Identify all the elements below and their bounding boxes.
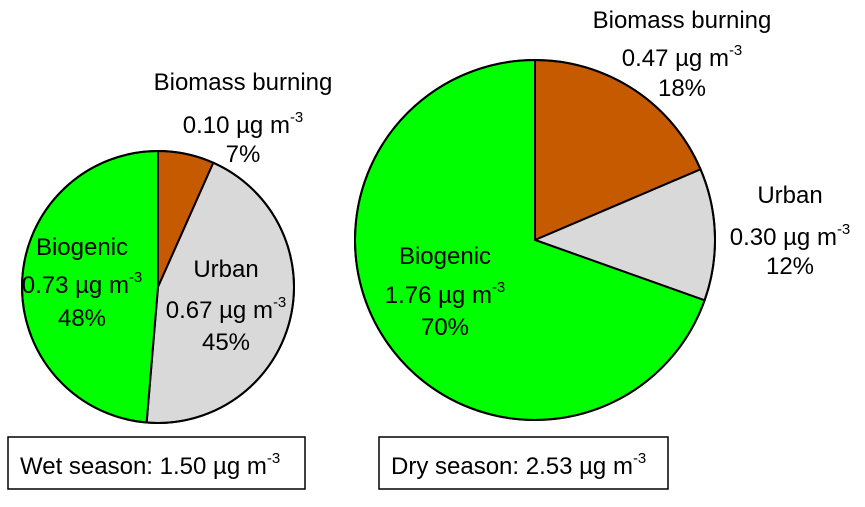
slice-label-biomass-burning-value-text: 0.10 µg m — [183, 112, 290, 139]
slice-label-biogenic-value-text: 0.73 µg m — [22, 272, 129, 299]
slice-label-biomass-burning-percent-text: 7% — [226, 141, 261, 168]
slice-label-urban-value: 0.30 µg m-3 — [730, 221, 851, 251]
season-total-label-text: Wet season: 1.50 µg m — [20, 453, 267, 480]
slice-label-biomass-burning-name: Biomass burning — [593, 7, 772, 34]
season-total-label-exponent: -3 — [267, 450, 280, 467]
slice-label-urban-name-text: Urban — [757, 182, 822, 209]
slice-label-biomass-burning-name-text: Biomass burning — [593, 7, 772, 34]
slice-label-urban-percent-text: 45% — [202, 329, 250, 356]
slice-label-biogenic-name-text: Biogenic — [36, 234, 128, 261]
slice-label-biogenic-name-text: Biogenic — [399, 243, 491, 270]
slice-label-urban-percent-text: 12% — [766, 253, 814, 280]
slice-label-biomass-burning-value: 0.10 µg m-3 — [183, 109, 304, 139]
slice-label-biogenic-value: 1.76 µg m-3 — [385, 279, 506, 309]
slice-label-urban-name-text: Urban — [193, 256, 258, 283]
slice-label-biomass-burning-name-text: Biomass burning — [154, 69, 333, 96]
slice-label-biomass-burning-percent-text: 18% — [658, 75, 706, 102]
slice-label-urban-percent: 45% — [202, 329, 250, 356]
slice-label-biomass-burning-percent: 7% — [226, 141, 261, 168]
slice-label-biomass-burning-value-exponent: -3 — [729, 42, 742, 59]
slice-label-biomass-burning-name: Biomass burning — [154, 69, 333, 96]
slice-label-urban-percent: 12% — [766, 253, 814, 280]
slice-label-biogenic-percent-text: 48% — [58, 305, 106, 332]
slice-label-urban-value-text: 0.30 µg m — [730, 224, 837, 251]
slice-label-biomass-burning-percent: 18% — [658, 75, 706, 102]
season-total-label: Wet season: 1.50 µg m-3 — [20, 450, 280, 480]
season-total-label-exponent: -3 — [633, 450, 646, 467]
slice-label-biogenic-value: 0.73 µg m-3 — [22, 269, 143, 299]
pie-outline — [354, 59, 716, 421]
slice-label-biogenic-percent: 70% — [421, 314, 469, 341]
season-total-box — [7, 436, 306, 490]
slice-label-biomass-burning-value-exponent: -3 — [290, 109, 303, 126]
slice-label-biogenic-percent-text: 70% — [421, 314, 469, 341]
season-total-label-text: Dry season: 2.53 µg m — [391, 453, 633, 480]
slice-label-biogenic-value-exponent: -3 — [129, 269, 142, 286]
slice-label-urban-value: 0.67 µg m-3 — [166, 294, 287, 324]
slice-label-urban-name: Urban — [193, 256, 258, 283]
season-total-label: Dry season: 2.53 µg m-3 — [391, 450, 646, 480]
season-total-box — [378, 436, 669, 490]
pie-outline — [21, 150, 295, 424]
slice-label-urban-value-exponent: -3 — [273, 294, 286, 311]
slice-label-urban-value-exponent: -3 — [837, 221, 850, 238]
slice-label-biomass-burning-value: 0.47 µg m-3 — [622, 42, 743, 72]
slice-label-biogenic-percent: 48% — [58, 305, 106, 332]
slice-label-biogenic-name: Biogenic — [36, 234, 128, 261]
slice-label-biogenic-value-text: 1.76 µg m — [385, 282, 492, 309]
slice-label-biogenic-name: Biogenic — [399, 243, 491, 270]
slice-label-biomass-burning-value-text: 0.47 µg m — [622, 45, 729, 72]
slice-label-biogenic-value-exponent: -3 — [492, 279, 505, 296]
slice-label-urban-name: Urban — [757, 182, 822, 209]
slice-label-urban-value-text: 0.67 µg m — [166, 297, 273, 324]
